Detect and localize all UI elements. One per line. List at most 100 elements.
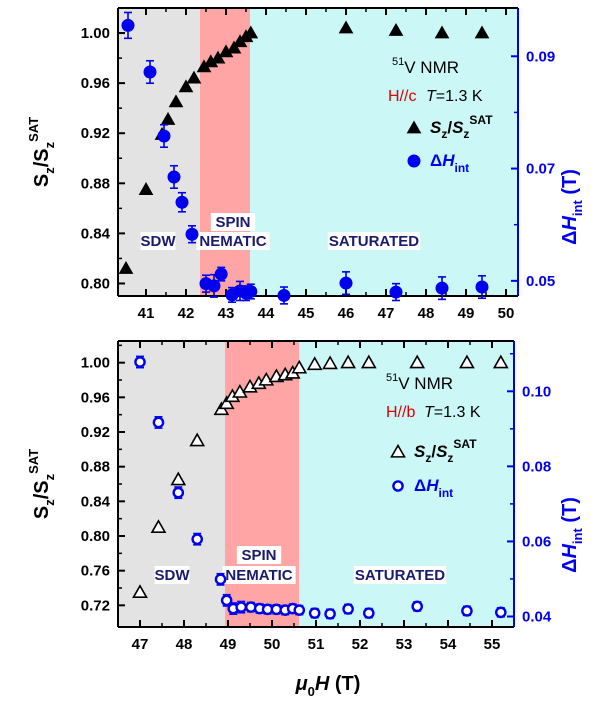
sz-point bbox=[409, 354, 426, 369]
temperature-label: T=1.3 K bbox=[424, 404, 481, 421]
region-label: SDW bbox=[141, 233, 177, 250]
legend-sz-marker bbox=[390, 443, 406, 458]
y-tick-label: 0.96 bbox=[81, 389, 110, 406]
sz-point bbox=[189, 432, 206, 447]
nmr-label: 51V NMR bbox=[386, 372, 453, 393]
legend-sz-label-part: / bbox=[447, 118, 452, 137]
x-tick-label: 46 bbox=[338, 305, 355, 322]
y-tick-label: 0.84 bbox=[81, 493, 111, 510]
legend-sz-label-part: / bbox=[431, 442, 436, 461]
y-tick-label: 0.88 bbox=[81, 175, 110, 192]
region-label: SDW bbox=[155, 567, 191, 584]
dh-point bbox=[175, 195, 189, 209]
y2-axis-label-part: Δ bbox=[559, 559, 581, 573]
sz-point bbox=[474, 25, 490, 39]
x-tick-label: 49 bbox=[220, 636, 237, 653]
y-tick-label: 0.92 bbox=[81, 125, 110, 142]
region-label: NEMATIC bbox=[199, 233, 266, 250]
dh-point bbox=[308, 607, 321, 619]
legend-dh-marker bbox=[392, 480, 404, 492]
sz-point bbox=[434, 25, 450, 39]
y2-tick-label: 0.09 bbox=[526, 48, 555, 65]
legend-sz-label: Sz/SzSAT bbox=[430, 113, 493, 141]
sz-point bbox=[459, 354, 475, 369]
x-tick-label: 42 bbox=[178, 305, 195, 322]
y-axis-label-part: S bbox=[31, 506, 53, 519]
x-tick-label: 41 bbox=[138, 305, 155, 322]
legend-sz-label-part: SAT bbox=[469, 113, 493, 127]
sz-point bbox=[186, 70, 202, 84]
y2-axis-label: ΔHint (T) bbox=[559, 497, 585, 573]
region-label: SATURATED bbox=[355, 567, 445, 584]
legend-dh-label-part: H bbox=[442, 151, 455, 170]
sz-point bbox=[210, 50, 226, 64]
temperature-label-t: T bbox=[426, 88, 437, 105]
y-axis-label-part: SAT bbox=[26, 449, 41, 474]
region-saturated bbox=[250, 8, 518, 296]
dh-point bbox=[220, 594, 233, 607]
dh-point bbox=[134, 356, 146, 368]
sz-point bbox=[322, 355, 338, 370]
x-tick-label: 48 bbox=[418, 305, 435, 322]
legend-dh-label-part: int bbox=[455, 161, 470, 175]
field-direction-label: H//c bbox=[388, 88, 416, 105]
region-label: SPIN bbox=[215, 214, 250, 231]
y2-axis-label-part: H bbox=[559, 216, 581, 231]
y-axis-label-part: /S bbox=[31, 480, 53, 499]
legend-sz-label-part: z bbox=[441, 127, 447, 141]
legend-dh-label: ΔHint bbox=[430, 151, 469, 175]
legend-sz-label-part: SAT bbox=[453, 437, 477, 451]
y-axis-label-part: /S bbox=[31, 148, 53, 167]
dh-point bbox=[362, 607, 375, 619]
x-tick-label: 50 bbox=[498, 305, 515, 322]
dh-point bbox=[411, 600, 424, 613]
y2-axis-label-part: (T) bbox=[559, 169, 581, 200]
legend-dh-label: ΔHint bbox=[414, 476, 453, 500]
y2-axis-label-part: int bbox=[570, 200, 585, 217]
y-tick-label: 0.92 bbox=[81, 424, 110, 441]
sz-point bbox=[291, 359, 308, 374]
legend-sz-label-part: z bbox=[463, 127, 469, 141]
dh-point bbox=[167, 170, 181, 184]
dh-point bbox=[157, 129, 171, 143]
y2-tick-label: 0.05 bbox=[526, 273, 555, 290]
y-axis-label-part: z bbox=[42, 473, 57, 480]
legend-sz-label-part: S bbox=[452, 118, 464, 137]
x-tick-label: 44 bbox=[258, 305, 275, 322]
region-label-bg bbox=[196, 232, 270, 250]
dh-point bbox=[339, 276, 353, 290]
region-label-bg bbox=[327, 232, 421, 250]
x-tick-label: 53 bbox=[396, 636, 413, 653]
sz-point bbox=[492, 354, 509, 369]
legend-dh-label-part: int bbox=[439, 486, 454, 500]
nmr-label: 51V NMR bbox=[392, 56, 459, 77]
y2-tick-label: 0.04 bbox=[522, 608, 552, 625]
sz-point bbox=[132, 584, 148, 599]
x-tick-label: 51 bbox=[308, 636, 325, 653]
y-axis-label-part: S bbox=[31, 174, 53, 187]
legend-dh-label-part: Δ bbox=[430, 151, 442, 170]
legend-sz-label-part: S bbox=[414, 442, 426, 461]
nmr-label-sup: 51 bbox=[386, 372, 398, 384]
region-label: SATURATED bbox=[329, 233, 419, 250]
sz-point bbox=[178, 79, 194, 93]
region-label-bg bbox=[154, 566, 190, 584]
region-label-bg bbox=[353, 566, 447, 584]
sz-point bbox=[168, 94, 184, 108]
region-sdw bbox=[118, 8, 200, 296]
y2-axis-label-part: Δ bbox=[559, 231, 581, 245]
y-axis-label-part: z bbox=[42, 167, 57, 174]
sz-point bbox=[340, 354, 356, 369]
dh-point bbox=[235, 601, 247, 613]
dh-point bbox=[143, 65, 157, 79]
sz-point bbox=[338, 20, 354, 34]
y-tick-label: 1.00 bbox=[81, 25, 110, 42]
dh-point bbox=[244, 285, 258, 299]
dh-point bbox=[342, 603, 354, 615]
sz-point bbox=[388, 23, 404, 36]
sz-point bbox=[138, 182, 154, 195]
legend-sz-marker bbox=[406, 120, 422, 134]
y-tick-label: 0.72 bbox=[81, 597, 110, 614]
dh-point bbox=[191, 533, 203, 545]
